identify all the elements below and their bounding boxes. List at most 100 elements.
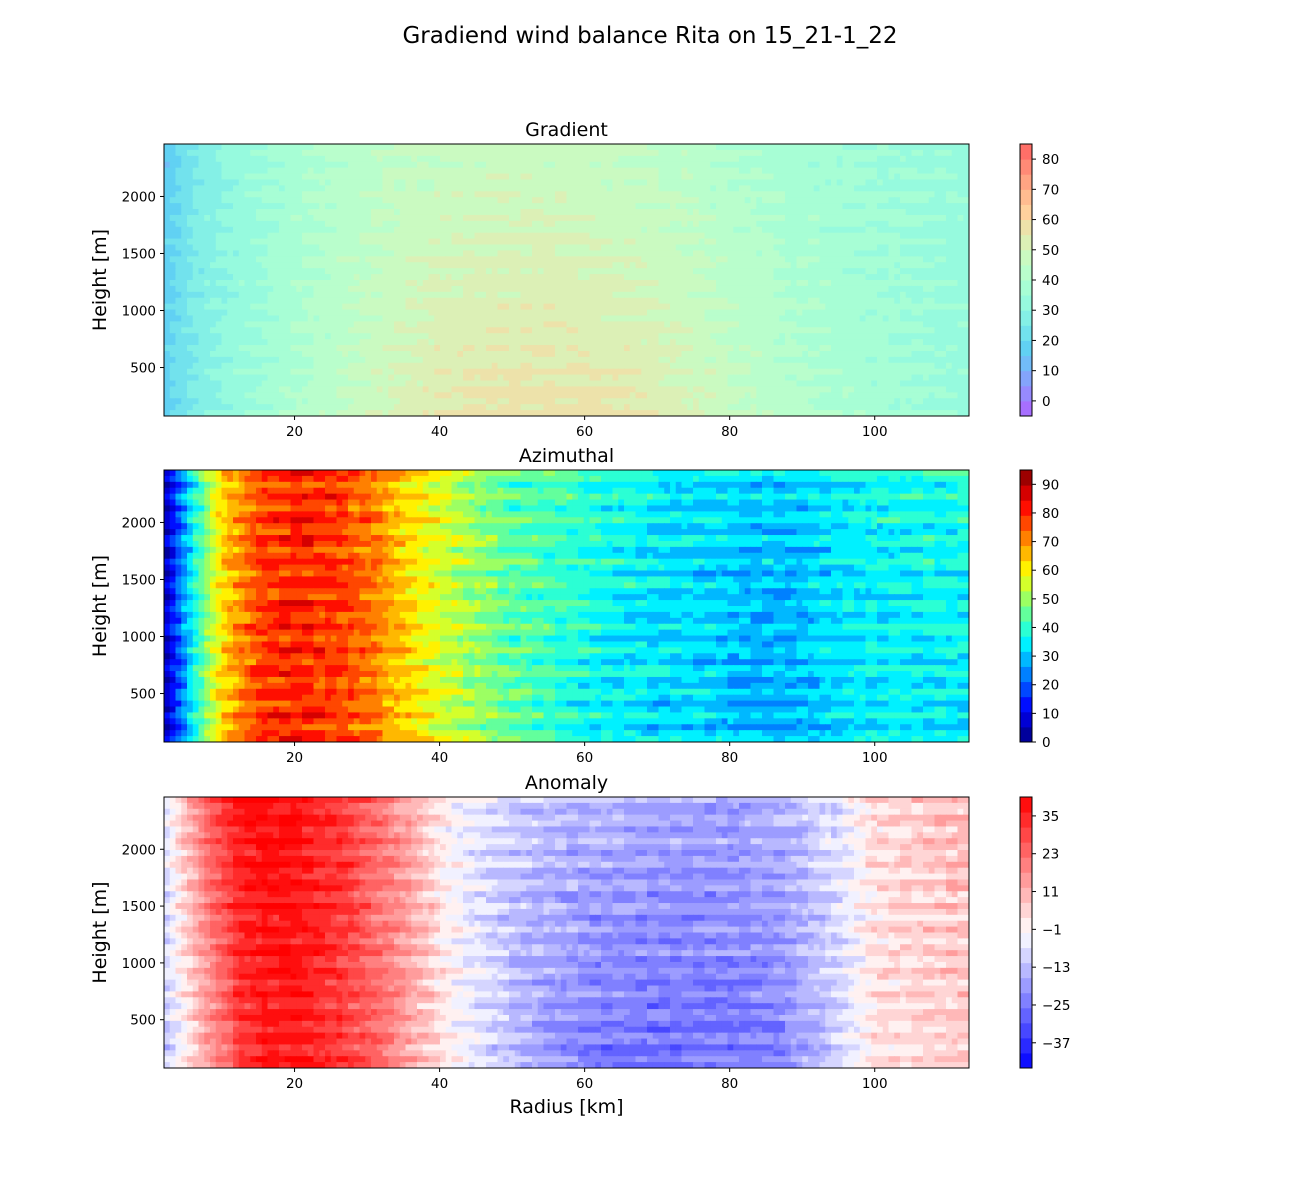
contour-cell bbox=[624, 168, 630, 175]
contour-cell bbox=[348, 339, 354, 346]
contour-cell bbox=[906, 150, 912, 157]
contour-cell bbox=[607, 315, 613, 322]
contour-cell bbox=[342, 233, 348, 240]
contour-cell bbox=[365, 215, 371, 222]
contour-cell bbox=[866, 315, 872, 322]
contour-cell bbox=[526, 150, 532, 157]
contour-cell bbox=[877, 262, 883, 269]
contour-cell bbox=[371, 250, 377, 257]
contour-cell bbox=[314, 310, 320, 317]
contour-cell bbox=[866, 274, 872, 281]
contour-cell bbox=[331, 345, 337, 352]
contour-cell bbox=[917, 310, 923, 317]
contour-cell bbox=[958, 245, 964, 252]
contour-cell bbox=[365, 250, 371, 257]
contour-cell bbox=[354, 268, 360, 275]
contour-cell bbox=[388, 333, 394, 340]
contour-cell bbox=[342, 197, 348, 204]
contour-cell bbox=[791, 321, 797, 328]
contour-cell bbox=[285, 185, 291, 192]
contour-cell bbox=[262, 162, 268, 169]
contour-cell bbox=[751, 179, 757, 186]
contour-cell bbox=[693, 233, 699, 240]
contour-cell bbox=[164, 351, 170, 358]
contour-cell bbox=[480, 321, 486, 328]
contour-cell bbox=[348, 274, 354, 281]
contour-cell bbox=[923, 168, 929, 175]
contour-cell bbox=[906, 274, 912, 281]
contour-cell bbox=[848, 191, 854, 198]
contour-cell bbox=[457, 197, 463, 204]
contour-cell bbox=[302, 351, 308, 358]
contour-cell bbox=[595, 268, 601, 275]
contour-cell bbox=[820, 227, 826, 234]
contour-cell bbox=[774, 197, 780, 204]
contour-cell bbox=[239, 274, 245, 281]
contour-cell bbox=[555, 174, 561, 181]
contour-cell bbox=[319, 327, 325, 334]
contour-cell bbox=[774, 339, 780, 346]
contour-cell bbox=[291, 239, 297, 246]
contour-cell bbox=[417, 203, 423, 210]
contour-cell bbox=[636, 185, 642, 192]
contour-cell bbox=[716, 339, 722, 346]
contour-cell bbox=[866, 215, 872, 222]
contour-cell bbox=[825, 233, 831, 240]
contour-cell bbox=[699, 150, 705, 157]
contour-cell bbox=[342, 292, 348, 299]
contour-cell bbox=[779, 280, 785, 287]
contour-cell bbox=[319, 227, 325, 234]
contour-cell bbox=[820, 304, 826, 311]
contour-cell bbox=[509, 197, 515, 204]
contour-cell bbox=[302, 304, 308, 311]
contour-cell bbox=[751, 315, 757, 322]
contour-cell bbox=[417, 310, 423, 317]
contour-cell bbox=[952, 292, 958, 299]
contour-cell bbox=[912, 174, 918, 181]
contour-cell bbox=[670, 345, 676, 352]
contour-cell bbox=[222, 286, 228, 293]
contour-cell bbox=[538, 156, 544, 163]
contour-cell bbox=[199, 191, 205, 198]
contour-cell bbox=[670, 144, 676, 151]
contour-cell bbox=[515, 150, 521, 157]
contour-cell bbox=[797, 185, 803, 192]
contour-cell bbox=[906, 144, 912, 151]
contour-cell bbox=[687, 197, 693, 204]
contour-cell bbox=[618, 345, 624, 352]
contour-cell bbox=[486, 233, 492, 240]
contour-cell bbox=[239, 315, 245, 322]
contour-cell bbox=[641, 310, 647, 317]
contour-cell bbox=[779, 168, 785, 175]
contour-cell bbox=[181, 239, 187, 246]
contour-cell bbox=[636, 239, 642, 246]
contour-cell bbox=[377, 179, 383, 186]
contour-cell bbox=[866, 197, 872, 204]
contour-cell bbox=[906, 280, 912, 287]
contour-cell bbox=[555, 298, 561, 305]
contour-cell bbox=[314, 185, 320, 192]
contour-cell bbox=[814, 215, 820, 222]
contour-cell bbox=[768, 227, 774, 234]
contour-cell bbox=[693, 162, 699, 169]
contour-cell bbox=[544, 162, 550, 169]
contour-cell bbox=[515, 250, 521, 257]
contour-cell bbox=[210, 245, 216, 252]
contour-cell bbox=[664, 185, 670, 192]
contour-cell bbox=[762, 304, 768, 311]
contour-cell bbox=[946, 245, 952, 252]
contour-cell bbox=[371, 209, 377, 216]
contour-cell bbox=[762, 150, 768, 157]
contour-cell bbox=[676, 215, 682, 222]
contour-cell bbox=[935, 280, 941, 287]
contour-cell bbox=[590, 351, 596, 358]
contour-cell bbox=[630, 339, 636, 346]
contour-cell bbox=[302, 156, 308, 163]
contour-cell bbox=[659, 250, 665, 257]
contour-cell bbox=[457, 215, 463, 222]
contour-cell bbox=[722, 310, 728, 317]
contour-cell bbox=[710, 262, 716, 269]
contour-cell bbox=[561, 245, 567, 252]
contour-cell bbox=[601, 209, 607, 216]
contour-cell bbox=[544, 191, 550, 198]
